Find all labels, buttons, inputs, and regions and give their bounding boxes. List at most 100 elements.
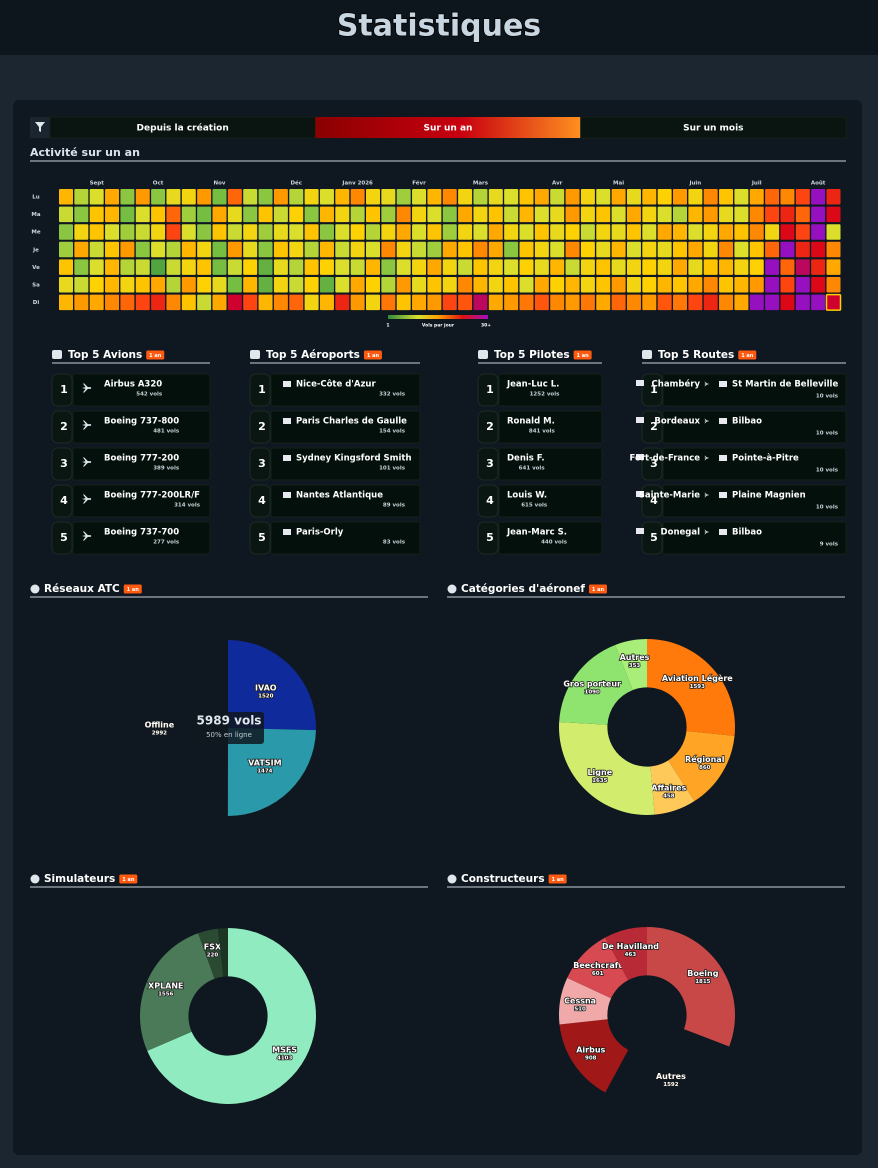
pie-slice[interactable] <box>615 639 647 691</box>
tab-label[interactable]: Depuis la création <box>137 123 229 134</box>
heat-cell <box>135 241 150 258</box>
tab[interactable] <box>580 116 847 139</box>
pie-slice[interactable] <box>559 1019 629 1093</box>
heading-icon <box>447 874 457 884</box>
month-label: Déc <box>290 180 302 187</box>
pie-slice[interactable] <box>559 977 612 1025</box>
heat-cell <box>350 189 365 205</box>
heat-cell <box>335 189 350 205</box>
list-card[interactable] <box>72 447 211 481</box>
route-to: Bilbao <box>732 417 762 427</box>
heat-cell <box>335 259 350 275</box>
pie-slice[interactable] <box>228 640 316 731</box>
chart-title: Réseaux ATC <box>44 583 120 595</box>
plane-icon <box>704 381 709 387</box>
list-card[interactable] <box>72 484 211 518</box>
heat-cell <box>166 224 181 240</box>
heat-cell <box>580 206 595 223</box>
list-card[interactable] <box>270 447 421 481</box>
pie-slice[interactable] <box>605 927 647 981</box>
heat-cell <box>642 206 657 223</box>
heat-cell <box>534 241 549 258</box>
heat-cell <box>657 206 672 223</box>
list-card[interactable] <box>72 521 211 555</box>
count: 10 vols <box>816 468 839 474</box>
list-card[interactable] <box>72 373 211 407</box>
heat-cell <box>412 241 427 258</box>
heat-cell <box>534 224 549 240</box>
list-card[interactable] <box>498 447 603 481</box>
list-card[interactable] <box>270 484 421 518</box>
heading-icon <box>52 350 62 359</box>
list-card[interactable] <box>662 521 847 555</box>
center-box <box>198 712 264 744</box>
tab-label[interactable]: Sur un mois <box>683 124 743 134</box>
list-card[interactable] <box>662 447 847 481</box>
list-card[interactable] <box>498 410 603 444</box>
list-card[interactable] <box>662 484 847 518</box>
heat-cell <box>458 294 473 311</box>
heat-cell <box>396 259 411 275</box>
list-card[interactable] <box>662 373 847 407</box>
slice-label: Cessna <box>564 996 596 1005</box>
pie-slice[interactable] <box>650 760 695 815</box>
heat-cell <box>795 189 810 205</box>
tab-active[interactable] <box>315 117 581 138</box>
heat-cell <box>826 206 841 223</box>
heat-cell <box>473 206 488 223</box>
heat-cell <box>412 189 427 205</box>
heat-cell <box>166 259 181 275</box>
list-card[interactable] <box>270 410 421 444</box>
list-card[interactable] <box>498 373 603 407</box>
heat-cell <box>734 206 749 223</box>
heat-cell <box>135 224 150 240</box>
item-name: Nantes Atlantique <box>296 491 383 501</box>
heat-cell <box>734 224 749 240</box>
pie-slice[interactable] <box>567 937 629 999</box>
count: 10 vols <box>816 505 839 511</box>
pie-slice[interactable] <box>647 639 735 736</box>
pie-slice[interactable] <box>647 927 735 1047</box>
pie-slice[interactable] <box>559 644 633 725</box>
heat-cell <box>227 224 242 240</box>
list-card[interactable] <box>72 410 211 444</box>
heat-cell <box>795 294 810 311</box>
heat-cell <box>673 277 687 293</box>
pie-slice[interactable] <box>147 928 316 1104</box>
heat-cell <box>565 206 580 223</box>
pie-slice[interactable] <box>140 933 215 1051</box>
route-from: Fort-de-France <box>629 454 700 464</box>
heat-cell <box>166 294 181 311</box>
heat-cell <box>89 277 104 293</box>
month-label: Juil <box>751 181 762 187</box>
heat-cell <box>427 189 442 205</box>
rank-box <box>477 484 499 518</box>
pie-slice[interactable] <box>227 728 316 816</box>
pie-slice[interactable] <box>217 928 228 977</box>
count: 481 vols <box>153 429 180 435</box>
list-card[interactable] <box>270 373 421 407</box>
heat-cell <box>826 277 841 293</box>
tab-label[interactable]: Sur un an <box>424 124 473 134</box>
pie-slice[interactable] <box>198 928 224 979</box>
rank-box <box>249 484 271 518</box>
heat-cell <box>243 206 258 223</box>
chart-title: Constructeurs <box>461 873 545 885</box>
slice-label: Affaires <box>651 784 686 793</box>
list-card[interactable] <box>662 410 847 444</box>
heat-cell <box>719 259 734 275</box>
flag <box>636 454 644 460</box>
heat-cell <box>565 189 580 205</box>
heat-cell <box>795 277 810 293</box>
count: 101 vols <box>379 466 406 472</box>
pie-slice[interactable] <box>668 730 735 802</box>
list-card[interactable] <box>270 521 421 555</box>
list-card[interactable] <box>498 484 603 518</box>
list-card[interactable] <box>498 521 603 555</box>
heat-cell <box>565 294 580 311</box>
plane-icon <box>82 383 92 393</box>
heat-cell <box>135 206 150 223</box>
heat-cell <box>59 241 73 258</box>
pie-slice[interactable] <box>559 721 655 815</box>
count: 9 vols <box>820 542 839 548</box>
